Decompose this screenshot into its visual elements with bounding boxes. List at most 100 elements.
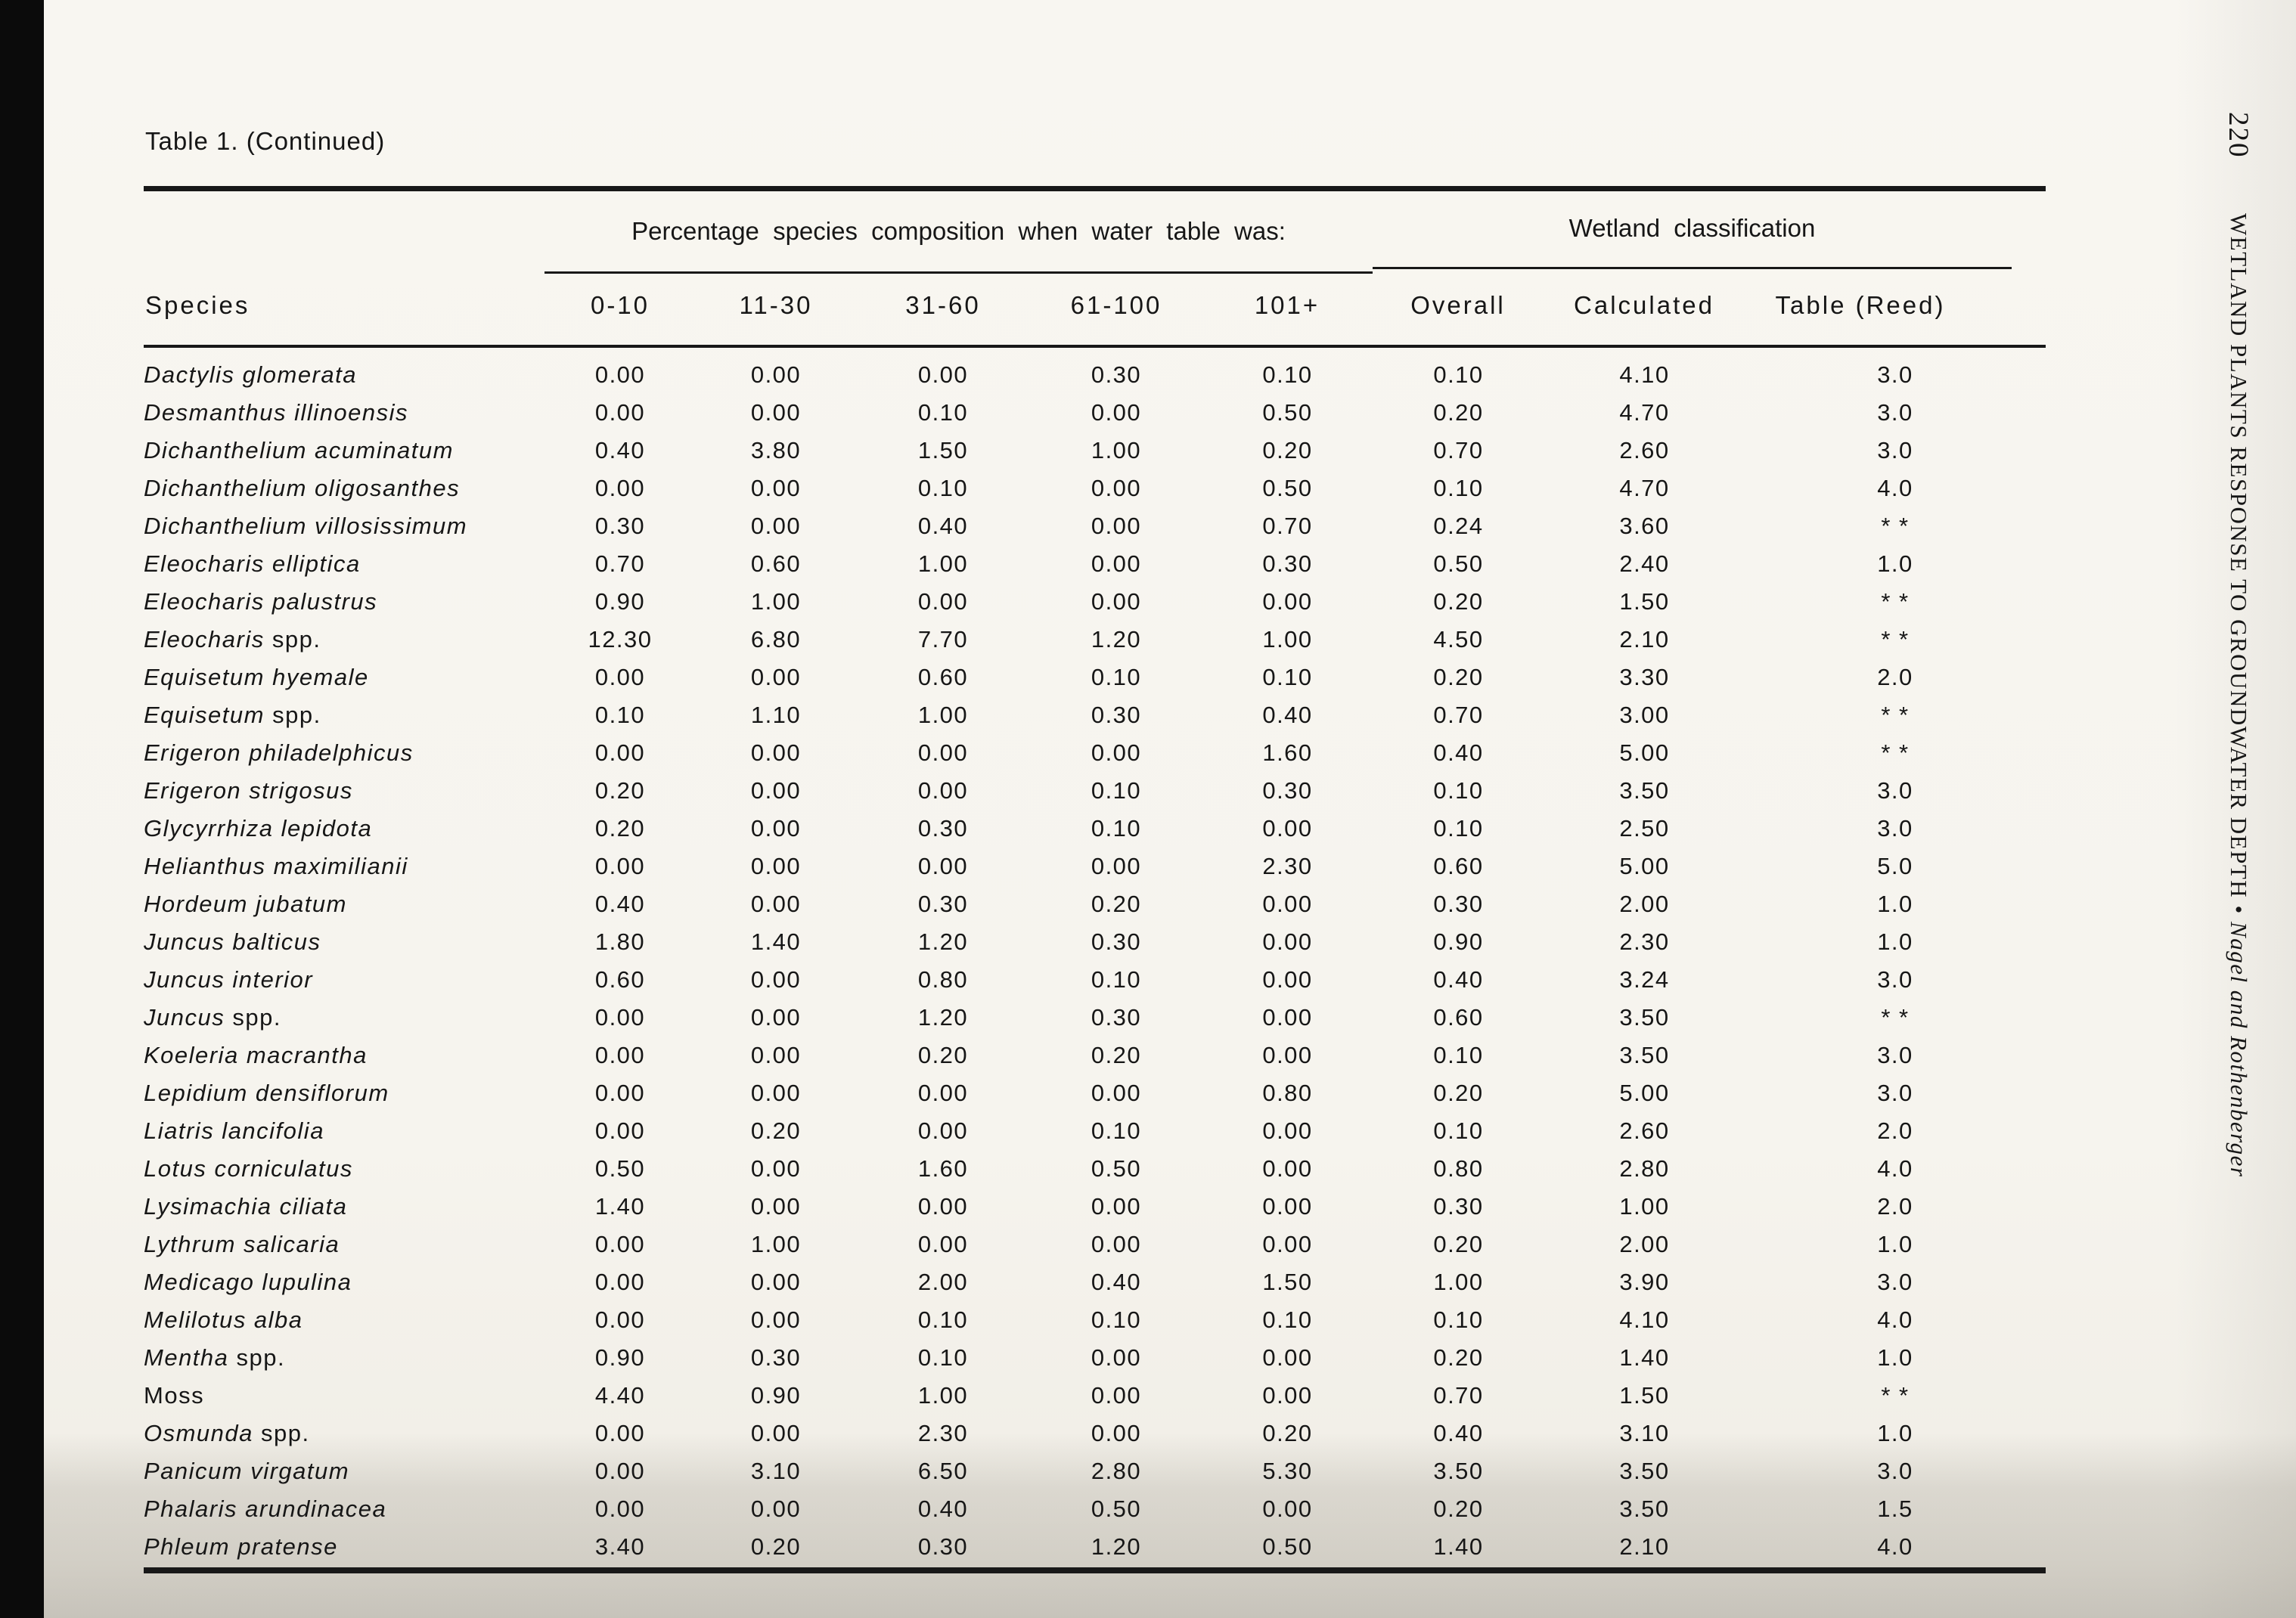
value-cell: 0.90	[594, 1344, 646, 1371]
value-cell: 0.30	[917, 815, 969, 842]
value-cell: 0.30	[1091, 1004, 1142, 1031]
col-header-11-30: 11-30	[739, 291, 813, 319]
value-cell: 2.00	[917, 1269, 969, 1295]
value-cell: 5.00	[1619, 853, 1670, 879]
species-name-italic: Lotus corniculatus	[144, 1155, 353, 1182]
value-cell: 1.0	[1877, 1344, 1913, 1371]
value-cell: 4.50	[1433, 626, 1484, 652]
species-name-italic: Phleum pratense	[144, 1533, 338, 1560]
value-cell: 2.60	[1619, 1117, 1670, 1144]
species-name-roman: spp.	[264, 626, 321, 652]
table-row: Juncus interior 0.60 0.00 0.80 0.10 0.00 0.40 3…	[144, 961, 2046, 999]
species-cell: Lysimachia ciliata	[144, 1188, 545, 1226]
species-cell: Phleum pratense	[144, 1528, 545, 1566]
species-name-italic: Helianthus maximilianii	[144, 853, 408, 879]
value-cell: 0.00	[1262, 891, 1313, 917]
value-cell: 1.40	[750, 928, 802, 955]
value-cell: 0.00	[594, 399, 646, 426]
species-name-italic: Erigeron philadelphicus	[144, 739, 414, 766]
species-cell: Equisetum hyemale	[144, 659, 545, 696]
running-head-authors: Nagel and Rothenberger	[2226, 922, 2252, 1178]
col-header-31-60: 31-60	[905, 291, 981, 319]
value-cell: 0.10	[1091, 966, 1142, 993]
value-cell: 1.80	[594, 928, 646, 955]
value-cell: 3.0	[1877, 966, 1913, 993]
value-cell: 1.5	[1877, 1496, 1913, 1522]
value-cell: 0.20	[1262, 1420, 1313, 1446]
species-name-italic: Desmanthus illinoensis	[144, 399, 409, 426]
column-headers: Species 0-10 11-30 31-60 61-100 101+ Ove…	[144, 291, 2046, 336]
species-cell: Juncus spp.	[144, 999, 545, 1037]
table-row: Equisetum hyemale 0.00 0.00 0.60 0.10 0.10 0.2…	[144, 659, 2046, 696]
species-cell: Juncus balticus	[144, 923, 545, 961]
species-cell: Erigeron strigosus	[144, 772, 545, 810]
value-cell: 0.00	[750, 361, 802, 388]
value-cell: 3.30	[1619, 664, 1670, 690]
value-cell: 4.10	[1619, 1306, 1670, 1333]
value-cell: 0.00	[594, 853, 646, 879]
value-cell: 3.90	[1619, 1269, 1670, 1295]
table-row: Eleocharis elliptica 0.70 0.60 1.00 0.00 0.30…	[144, 545, 2046, 583]
value-cell: 0.00	[1091, 739, 1142, 766]
value-cell: 0.00	[917, 1193, 969, 1220]
value-cell: 0.90	[750, 1382, 802, 1409]
col-header-calculated: Calculated	[1574, 291, 1714, 319]
value-cell: 2.50	[1619, 815, 1670, 842]
value-cell: 0.80	[1262, 1080, 1313, 1106]
value-cell: 4.40	[594, 1382, 646, 1409]
value-cell: 0.10	[1433, 361, 1484, 388]
value-cell: 3.24	[1619, 966, 1670, 993]
value-cell: 1.50	[917, 437, 969, 463]
species-cell: Lotus corniculatus	[144, 1150, 545, 1188]
value-cell: 0.20	[1262, 437, 1313, 463]
species-name-italic: Glycyrrhiza lepidota	[144, 815, 373, 842]
species-cell: Hordeum jubatum	[144, 885, 545, 923]
species-name-italic: Juncus balticus	[144, 928, 321, 955]
value-cell: 0.30	[917, 1533, 969, 1560]
value-cell: 0.00	[594, 475, 646, 501]
value-cell: 0.00	[594, 1231, 646, 1257]
value-cell: 2.10	[1619, 1533, 1670, 1560]
species-name-italic: Lepidium densiflorum	[144, 1080, 389, 1106]
value-cell: 0.40	[917, 1496, 969, 1522]
species-cell: Melilotus alba	[144, 1301, 545, 1339]
species-name-italic: Medicago lupulina	[144, 1269, 352, 1295]
value-cell: 2.30	[1619, 928, 1670, 955]
value-cell: 0.10	[1433, 777, 1484, 804]
value-cell: 0.20	[1091, 891, 1142, 917]
species-name-roman: spp.	[225, 1004, 281, 1031]
value-cell: 0.00	[1262, 1496, 1313, 1522]
value-cell: 0.50	[1262, 1533, 1313, 1560]
value-cell: 4.0	[1877, 475, 1913, 501]
value-cell: 0.00	[1262, 1193, 1313, 1220]
species-name-italic: Juncus	[144, 1004, 225, 1031]
value-cell: 0.00	[750, 1420, 802, 1446]
species-table: Dactylis glomerata 0.00 0.00 0.00 0.30 0.10 0.…	[144, 356, 2046, 1566]
species-cell: Eleocharis palustrus	[144, 583, 545, 621]
value-cell: 0.50	[1433, 550, 1484, 577]
value-cell: 3.50	[1619, 1042, 1670, 1068]
value-cell: 0.00	[594, 1306, 646, 1333]
value-cell: 0.40	[1433, 1420, 1484, 1446]
value-cell: 3.50	[1619, 1496, 1670, 1522]
value-cell: 0.10	[917, 1306, 969, 1333]
col-header-table-reed: Table (Reed)	[1775, 291, 1946, 319]
species-name-italic: Hordeum jubatum	[144, 891, 347, 917]
value-cell: 0.60	[1433, 853, 1484, 879]
value-cell: 1.00	[1262, 626, 1313, 652]
value-cell: 4.70	[1619, 399, 1670, 426]
value-cell: 0.70	[1433, 437, 1484, 463]
species-cell: Erigeron philadelphicus	[144, 734, 545, 772]
value-cell: 0.00	[750, 1080, 802, 1106]
species-cell: Dichanthelium villosissimum	[144, 507, 545, 545]
species-cell: Dactylis glomerata	[144, 356, 545, 394]
value-cell: 1.50	[1619, 1382, 1670, 1409]
value-cell: 0.00	[750, 1004, 802, 1031]
page-right-shading	[2175, 0, 2296, 1618]
value-cell: 5.00	[1619, 1080, 1670, 1106]
value-cell: 0.70	[594, 550, 646, 577]
running-head: WETLAND PLANTS RESPONSE TO GROUNDWATER D…	[2225, 213, 2252, 1177]
value-cell: 0.80	[1433, 1155, 1484, 1182]
value-cell: 3.0	[1877, 815, 1913, 842]
value-cell: 0.20	[1433, 588, 1484, 615]
